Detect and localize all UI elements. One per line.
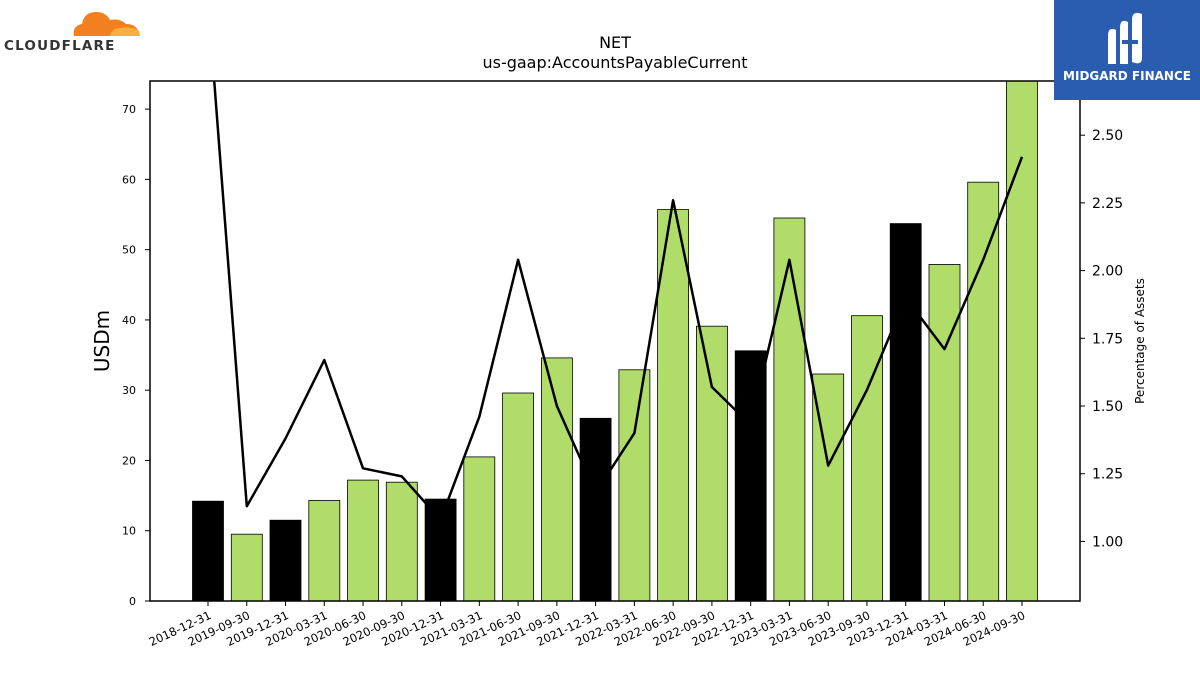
bar [851, 315, 883, 602]
y-axis-right: 1.00 1.25 1.50 1.75 2.00 2.25 2.50 [1080, 128, 1123, 550]
bar [889, 223, 922, 602]
y-tick-label: 50 [122, 244, 136, 257]
plot-frame [149, 80, 1081, 602]
bar [967, 181, 1000, 602]
y-tick-label: 70 [122, 103, 136, 116]
y2-tick-label: 2.50 [1092, 128, 1123, 144]
y2-tick-label: 1.50 [1092, 399, 1123, 415]
bar [192, 500, 224, 602]
bar [657, 209, 689, 602]
bar [308, 500, 341, 602]
y2-tick-label: 1.25 [1092, 467, 1123, 483]
y-tick-label: 60 [122, 173, 136, 186]
y-tick-label: 30 [122, 384, 136, 397]
bar [424, 498, 457, 602]
bar [269, 519, 302, 602]
bar [230, 533, 263, 602]
y-axis-left: 0 10 20 30 40 50 60 70 [122, 103, 150, 608]
y2-tick-label: 2.25 [1092, 196, 1123, 212]
line-series [212, 81, 1024, 522]
cloudflare-logo: CLOUDFLARE [4, 4, 146, 56]
bar [618, 369, 651, 602]
cloudflare-wordmark: CLOUDFLARE [4, 38, 116, 54]
y-tick-label: 40 [122, 314, 136, 327]
bar [579, 417, 612, 602]
midgard-mark-icon [1108, 12, 1142, 64]
midgard-wordmark: MIDGARD FINANCE [1063, 69, 1191, 83]
bar [385, 481, 418, 602]
bar [928, 263, 961, 602]
bar [502, 392, 535, 602]
chart-title: NET [599, 33, 631, 52]
bar [541, 357, 573, 602]
x-axis: 2018-12-312019-09-302019-12-312020-03-31… [147, 601, 1027, 649]
bar-series [192, 80, 1038, 602]
y2-axis-label: Percentage of Assets [1133, 278, 1147, 404]
midgard-finance-logo: MIDGARD FINANCE [1054, 0, 1200, 100]
bar [734, 350, 767, 602]
y2-tick-label: 1.00 [1092, 534, 1123, 550]
y-tick-label: 10 [122, 525, 136, 538]
bar [696, 325, 728, 602]
bar [773, 217, 806, 602]
line-path [212, 81, 1024, 522]
y2-tick-label: 1.75 [1092, 331, 1123, 347]
bar [347, 479, 379, 602]
cloud-icon [73, 12, 140, 36]
chart-subtitle: us-gaap:AccountsPayableCurrent [482, 53, 747, 72]
bar [463, 456, 496, 602]
y-axis-label: USDm [90, 310, 114, 372]
y2-tick-label: 2.00 [1092, 264, 1123, 280]
y-tick-label: 0 [129, 595, 136, 608]
y-tick-label: 20 [122, 454, 136, 467]
